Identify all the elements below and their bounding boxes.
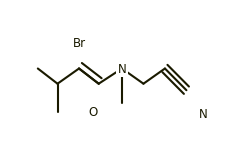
Text: N: N [199, 108, 208, 121]
Text: N: N [118, 63, 126, 76]
Text: O: O [89, 106, 98, 120]
Text: Br: Br [73, 37, 85, 50]
